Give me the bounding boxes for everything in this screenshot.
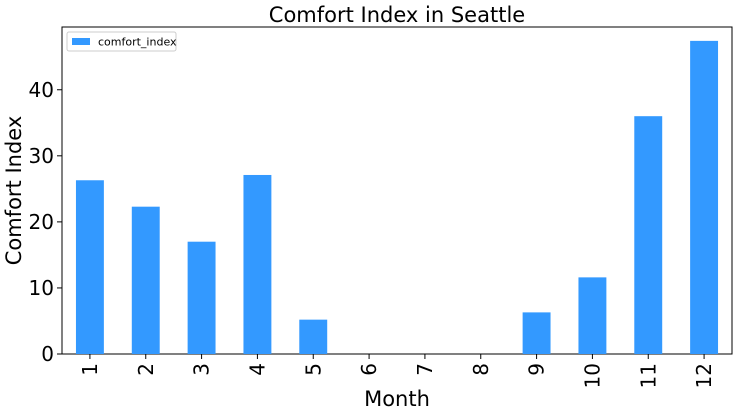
bar-month-10 [578, 277, 607, 354]
legend: comfort_index [66, 31, 177, 52]
y-ticks-group: 0 10 20 30 40 [29, 78, 62, 366]
x-tick-label: 11 [636, 363, 660, 388]
x-tick-label: 12 [692, 363, 716, 388]
bar-month-1 [75, 180, 104, 354]
bar-month-5 [299, 319, 328, 354]
x-tick-label: 1 [78, 363, 102, 376]
y-tick-label: 20 [29, 210, 54, 234]
bar-month-4 [243, 174, 272, 354]
x-tick-label: 5 [301, 363, 325, 376]
x-tick-label: 9 [525, 363, 549, 376]
y-tick-label: 30 [29, 144, 54, 168]
x-tick-label: 7 [413, 363, 437, 376]
y-tick-label: 10 [29, 276, 54, 300]
x-axis-label: Month [364, 387, 430, 411]
bar-month-2 [131, 206, 160, 354]
x-tick-label: 8 [469, 363, 493, 376]
bar-month-3 [187, 241, 216, 354]
bars-group [75, 40, 719, 354]
y-tick-label: 40 [29, 78, 54, 102]
bar-month-12 [690, 40, 719, 354]
y-tick-label: 0 [41, 342, 54, 366]
legend-swatch [72, 38, 90, 45]
chart-title: Comfort Index in Seattle [269, 3, 525, 27]
x-tick-label: 10 [580, 363, 604, 388]
x-ticks-group: 1 2 3 4 5 6 7 8 9 10 11 12 [78, 354, 716, 388]
legend-box [66, 31, 177, 52]
y-axis-label: Comfort Index [2, 116, 26, 266]
legend-label: comfort_index [98, 36, 177, 49]
bar-month-9 [522, 312, 551, 354]
plot-frame [61, 26, 733, 355]
x-tick-label: 4 [245, 363, 269, 376]
x-tick-label: 2 [134, 363, 158, 376]
x-tick-label: 3 [190, 363, 214, 376]
x-tick-label: 6 [357, 363, 381, 376]
bar-month-11 [634, 116, 663, 354]
